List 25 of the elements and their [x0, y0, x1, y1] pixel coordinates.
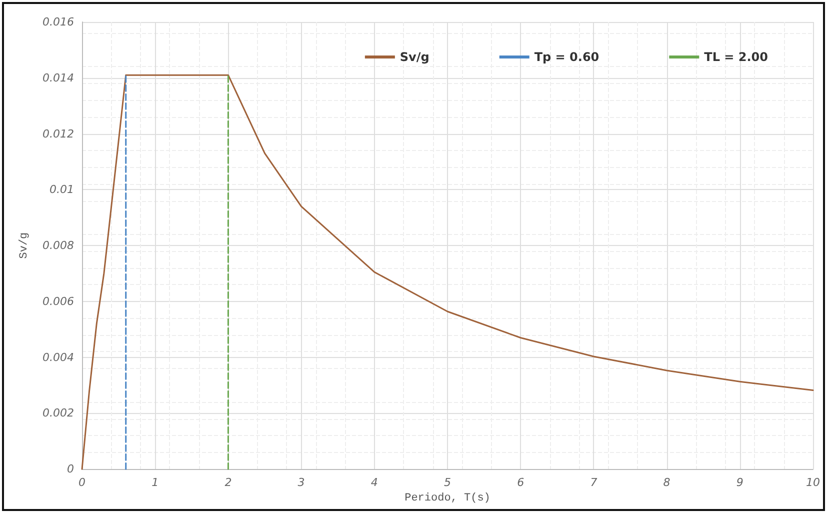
x-tick-label: 5 — [444, 476, 451, 490]
x-tick-label: 6 — [517, 476, 524, 490]
x-tick-label: 1 — [152, 476, 159, 490]
y-tick-label: 0.01 — [50, 183, 74, 196]
x-tick-label: 9 — [736, 476, 744, 490]
y-tick-label: 0 — [67, 462, 74, 476]
x-axis-title: Periodo, T(s) — [404, 492, 490, 504]
x-tick-label: 10 — [806, 476, 820, 490]
legend-label: Sv/g — [400, 50, 430, 64]
x-tick-label: 4 — [370, 476, 378, 490]
legend-label: Tp = 0.60 — [534, 50, 600, 64]
x-tick-label: 3 — [298, 476, 305, 490]
y-tick-label: 0.016 — [42, 16, 74, 28]
y-tick-label: 0.002 — [42, 406, 74, 420]
x-tick-label: 7 — [590, 476, 598, 490]
y-tick-label: 0.012 — [42, 127, 74, 140]
x-tick-label: 8 — [663, 476, 670, 490]
y-tick-label: 0.014 — [42, 71, 74, 84]
y-axis-title: Sv/g — [18, 232, 30, 259]
legend-label: TL = 2.00 — [704, 50, 768, 64]
y-tick-label: 0.008 — [42, 239, 74, 252]
y-tick-label: 0.006 — [42, 294, 74, 308]
x-tick-label: 2 — [224, 476, 232, 490]
y-tick-label: 0.004 — [42, 350, 74, 364]
x-tick-label: 0 — [78, 476, 86, 490]
